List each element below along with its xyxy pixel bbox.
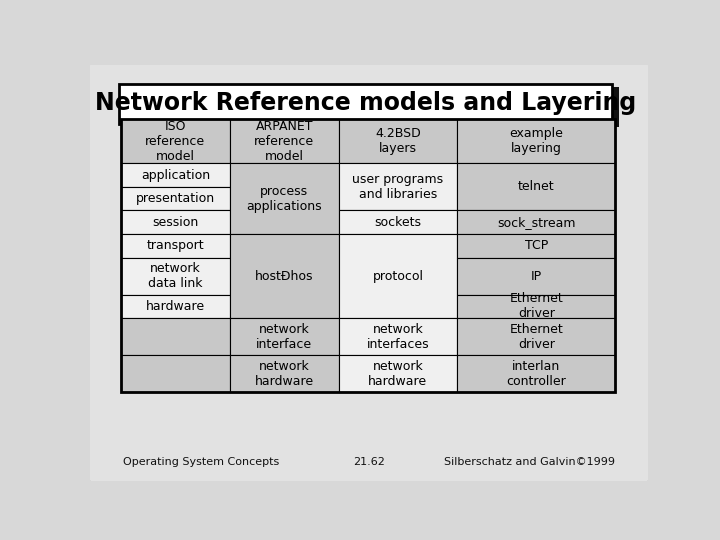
Bar [121, 119, 230, 164]
FancyBboxPatch shape [87, 62, 651, 484]
Text: network
hardware: network hardware [255, 360, 314, 388]
Text: Network Reference models and Layering: Network Reference models and Layering [95, 91, 636, 116]
Text: sockets: sockets [374, 215, 421, 229]
Bar [338, 355, 457, 392]
Bar [121, 258, 230, 294]
Bar [121, 318, 230, 355]
Text: network
data link: network data link [148, 262, 202, 290]
Text: example
layering: example layering [510, 127, 563, 155]
Text: network
hardware: network hardware [369, 360, 428, 388]
Text: IP: IP [531, 269, 542, 282]
Text: Ethernet
driver: Ethernet driver [510, 292, 563, 320]
Text: telnet: telnet [518, 180, 554, 193]
Bar [338, 234, 457, 318]
Bar [230, 234, 338, 318]
Text: ARPANET
reference
model: ARPANET reference model [254, 119, 314, 163]
Text: process
applications: process applications [246, 185, 322, 213]
Text: hostÐhos: hostÐhos [255, 269, 313, 282]
Text: transport: transport [147, 239, 204, 252]
Text: Operating System Concepts: Operating System Concepts [122, 457, 279, 467]
Bar [338, 211, 457, 234]
Bar [457, 164, 616, 211]
Bar [457, 355, 616, 392]
Bar [121, 294, 230, 318]
Text: TCP: TCP [525, 239, 548, 252]
Bar [230, 355, 338, 392]
Bar [338, 318, 457, 355]
Bar [230, 318, 338, 355]
Bar [121, 187, 230, 211]
Bar [457, 211, 616, 234]
Bar [127, 87, 619, 127]
Text: network
interfaces: network interfaces [366, 322, 429, 350]
Text: interlan
controller: interlan controller [506, 360, 566, 388]
Bar [230, 119, 338, 164]
Bar [121, 119, 616, 392]
Text: hardware: hardware [146, 300, 205, 313]
Bar [338, 164, 457, 211]
Text: sock_stream: sock_stream [497, 215, 575, 229]
Bar [457, 294, 616, 318]
Text: Ethernet
driver: Ethernet driver [510, 322, 563, 350]
Text: Silberschatz and Galvin©1999: Silberschatz and Galvin©1999 [444, 457, 616, 467]
Text: presentation: presentation [136, 192, 215, 205]
Text: application: application [141, 168, 210, 181]
Bar [457, 234, 616, 258]
Text: user programs
and libraries: user programs and libraries [352, 173, 444, 201]
Text: ISO
reference
model: ISO reference model [145, 119, 205, 163]
Text: 21.62: 21.62 [353, 457, 385, 467]
Text: session: session [152, 215, 199, 229]
Bar [457, 119, 616, 164]
Text: network
interface: network interface [256, 322, 312, 350]
Bar [121, 234, 230, 258]
Text: 4.2BSD
layers: 4.2BSD layers [375, 127, 420, 155]
Bar [121, 355, 230, 392]
Bar [230, 164, 338, 234]
Bar [120, 84, 612, 124]
Bar [457, 318, 616, 355]
Bar [121, 164, 230, 187]
Text: protocol: protocol [372, 269, 423, 282]
Bar [338, 119, 457, 164]
Bar [457, 258, 616, 294]
Bar [121, 211, 230, 234]
